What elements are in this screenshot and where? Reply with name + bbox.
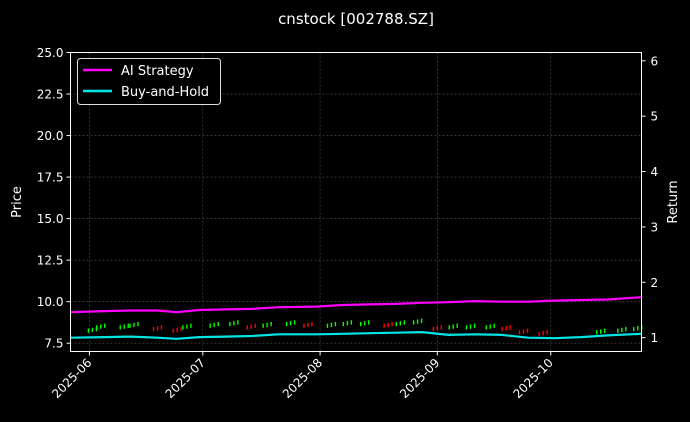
y-tick-label-left: 17.5 — [37, 171, 64, 185]
x-tick-label: 2025-07 — [163, 356, 208, 401]
y-tick-label-right: 6 — [651, 54, 659, 68]
series-line-buy-and-hold — [70, 331, 642, 340]
y-tick-label-left: 7.5 — [44, 337, 63, 351]
candles — [87, 318, 643, 337]
legend-label-ai-strategy: AI Strategy — [121, 64, 194, 79]
y-tick-label-left: 22.5 — [37, 88, 64, 102]
chart-title: cnstock [002788.SZ] — [278, 10, 434, 28]
y-tick-label-left: 12.5 — [37, 254, 64, 268]
x-tick-label: 2025-06 — [49, 356, 94, 401]
y-tick-label-left: 20.0 — [37, 129, 64, 143]
y-tick-label-right: 1 — [651, 331, 659, 345]
y-ticks-left: 7.5 10.0 12.5 15.0 17.5 20.0 22.5 25.0 — [37, 46, 71, 351]
legend-label-buy-and-hold: Buy-and-Hold — [121, 85, 209, 100]
y-axis-label-right: Return — [666, 180, 681, 223]
x-tick-label: 2025-09 — [397, 356, 442, 401]
x-tick-label: 2025-10 — [511, 356, 556, 401]
y-tick-label-right: 3 — [651, 220, 659, 234]
y-axis-label-left: Price — [10, 186, 25, 218]
series-line-ai-strategy — [70, 296, 642, 314]
x-ticks: 2025-06 2025-07 2025-08 2025-09 2025-10 — [49, 351, 556, 401]
legend-box — [77, 58, 221, 105]
plot-frame — [70, 52, 642, 352]
x-tick-label: 2025-08 — [280, 356, 325, 401]
y-tick-label-right: 4 — [651, 165, 659, 179]
y-tick-label-left: 10.0 — [37, 295, 64, 309]
y-ticks-right: 1 2 3 4 5 6 — [641, 54, 659, 345]
series-lines — [70, 296, 642, 340]
y-tick-label-right: 5 — [651, 110, 659, 124]
y-tick-label-right: 2 — [651, 276, 659, 290]
legend: AI Strategy Buy-and-Hold — [77, 58, 221, 105]
y-tick-label-left: 25.0 — [37, 46, 64, 60]
y-tick-label-left: 15.0 — [37, 212, 64, 226]
